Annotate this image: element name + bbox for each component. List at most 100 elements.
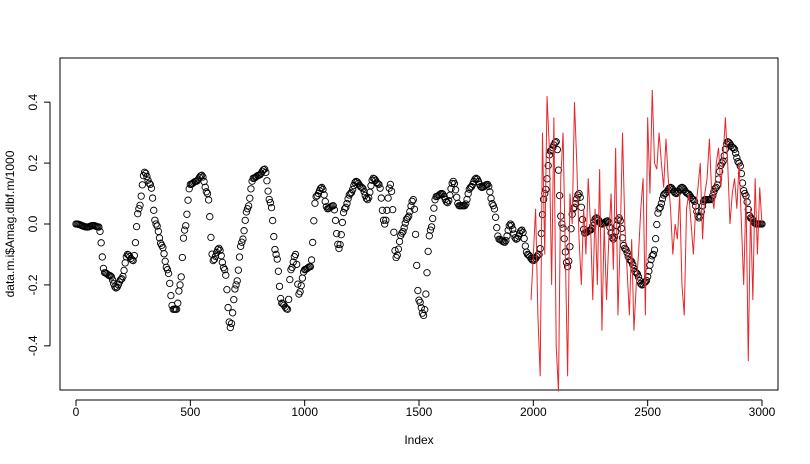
data-point xyxy=(265,195,273,204)
data-point xyxy=(294,280,302,288)
data-point xyxy=(451,186,460,194)
data-point xyxy=(693,207,701,216)
data-point xyxy=(378,206,387,214)
data-point xyxy=(130,251,138,260)
data-point xyxy=(502,236,510,245)
data-point xyxy=(443,199,452,207)
data-point xyxy=(706,195,715,204)
data-point xyxy=(183,210,191,218)
data-point xyxy=(517,227,525,235)
data-point xyxy=(732,149,740,157)
data-point xyxy=(403,214,412,222)
data-point xyxy=(264,187,272,195)
data-point xyxy=(322,203,331,211)
data-point xyxy=(199,173,207,181)
data-point xyxy=(310,217,318,225)
data-point xyxy=(145,179,153,187)
data-point xyxy=(490,205,499,213)
y-tick-label: 0.2 xyxy=(26,154,40,171)
y-tick-label: -0.2 xyxy=(26,274,40,295)
data-point xyxy=(377,194,385,202)
data-point xyxy=(132,223,141,231)
data-point xyxy=(209,256,217,265)
data-point xyxy=(698,202,707,210)
data-point xyxy=(134,210,142,218)
data-point xyxy=(551,138,559,147)
data-point xyxy=(160,250,168,258)
data-point xyxy=(425,232,433,240)
data-point xyxy=(391,246,399,255)
data-point xyxy=(400,224,408,232)
data-point xyxy=(541,189,549,198)
data-point xyxy=(358,183,366,192)
data-point xyxy=(427,223,436,231)
data-point xyxy=(156,239,165,247)
data-point xyxy=(180,226,189,234)
data-point xyxy=(448,179,456,188)
data-point xyxy=(155,234,164,242)
data-point xyxy=(211,252,220,260)
data-point xyxy=(423,269,431,277)
data-point xyxy=(554,166,563,174)
data-point xyxy=(373,178,381,186)
data-point xyxy=(555,191,564,200)
red-series-line xyxy=(530,89,763,392)
data-point xyxy=(621,244,629,253)
data-point xyxy=(242,208,251,216)
data-point xyxy=(121,259,129,267)
data-point xyxy=(98,253,106,261)
data-point xyxy=(321,197,329,206)
data-point xyxy=(330,206,339,214)
data-point xyxy=(219,263,228,272)
data-point xyxy=(359,184,367,193)
data-point xyxy=(710,188,718,196)
data-point xyxy=(576,193,584,201)
data-point xyxy=(230,295,238,304)
data-point xyxy=(349,185,357,193)
data-point xyxy=(566,242,574,251)
data-point xyxy=(207,233,215,242)
data-point xyxy=(567,225,575,233)
data-point xyxy=(283,305,292,313)
data-point xyxy=(384,194,392,202)
x-tick-label: 1500 xyxy=(406,405,433,419)
data-point xyxy=(120,266,128,275)
data-point xyxy=(269,216,277,225)
data-point xyxy=(140,168,149,176)
data-point xyxy=(409,195,417,204)
data-point xyxy=(453,193,461,201)
x-axis-label: Index xyxy=(404,433,433,447)
data-point xyxy=(274,267,283,275)
data-point xyxy=(177,273,185,281)
data-point xyxy=(129,256,137,265)
data-point xyxy=(139,172,148,180)
data-point xyxy=(233,277,241,285)
data-point xyxy=(309,238,317,247)
x-tick-label: 2000 xyxy=(520,405,547,419)
data-point xyxy=(507,221,516,230)
data-point xyxy=(175,287,183,295)
data-point xyxy=(485,182,493,191)
data-point xyxy=(153,222,161,230)
data-point xyxy=(736,162,744,170)
data-point xyxy=(275,282,284,291)
data-point xyxy=(96,227,104,236)
data-point xyxy=(368,176,376,185)
data-point xyxy=(271,245,279,254)
data-point xyxy=(538,210,547,219)
data-point xyxy=(263,177,271,185)
data-point xyxy=(493,223,501,232)
data-point xyxy=(95,223,103,231)
data-point xyxy=(262,168,270,177)
data-point xyxy=(291,250,300,259)
data-point xyxy=(382,216,390,224)
data-point xyxy=(375,180,383,189)
data-point xyxy=(306,262,315,271)
data-point xyxy=(293,260,301,269)
data-point xyxy=(142,169,150,178)
data-point xyxy=(360,188,368,196)
data-point xyxy=(234,266,243,274)
data-point xyxy=(421,306,429,314)
data-point xyxy=(147,184,156,192)
series-black-points xyxy=(72,138,766,332)
